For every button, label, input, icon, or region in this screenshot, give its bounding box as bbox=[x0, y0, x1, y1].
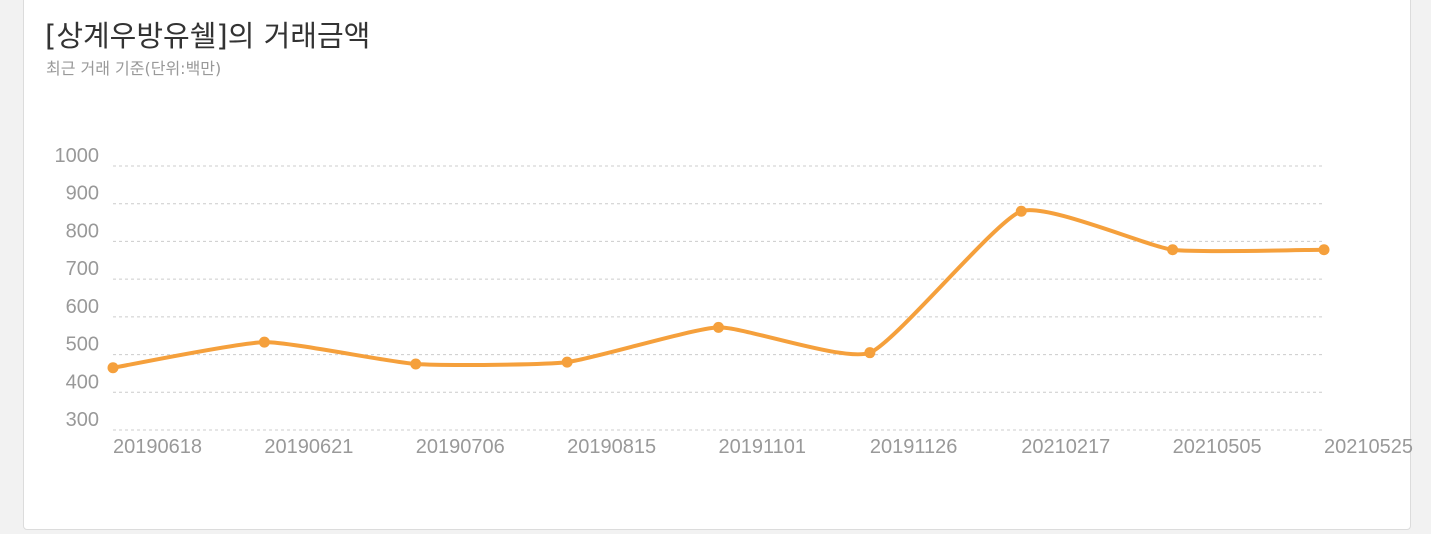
chart-title: [상계우방유쉘]의 거래금액 bbox=[45, 19, 371, 53]
x-tick-label: 20191126 bbox=[870, 436, 958, 458]
data-point-20190706[interactable] bbox=[410, 358, 422, 370]
data-point-20210217[interactable] bbox=[1015, 205, 1027, 217]
x-tick-label: 20191101 bbox=[719, 436, 807, 458]
y-tick-label: 1000 bbox=[55, 145, 100, 167]
data-point-20190618[interactable] bbox=[107, 362, 119, 374]
y-tick-label: 800 bbox=[66, 220, 99, 242]
y-tick-label: 600 bbox=[66, 296, 99, 318]
data-point-20190621[interactable] bbox=[258, 336, 270, 348]
y-tick-label: 500 bbox=[66, 334, 99, 356]
y-axis-ticks: 1000 900 800 700 600 500 400 300 bbox=[55, 145, 100, 431]
series-line bbox=[111, 208, 1326, 370]
x-tick-label: 20210505 bbox=[1173, 436, 1262, 458]
data-point-20190815[interactable] bbox=[561, 356, 573, 368]
chart-subtitle: 최근 거래 기준(단위:백만) bbox=[46, 59, 222, 78]
x-tick-label: 20190815 bbox=[567, 436, 656, 458]
y-tick-label: 400 bbox=[66, 371, 99, 393]
data-point-20191126[interactable] bbox=[864, 347, 876, 359]
y-tick-label: 300 bbox=[66, 409, 99, 431]
x-tick-label: 20190618 bbox=[113, 436, 202, 458]
x-tick-label: 20190706 bbox=[416, 436, 505, 458]
y-tick-label: 700 bbox=[66, 258, 99, 280]
chart-card: [상계우방유쉘]의 거래금액 최근 거래 기준(단위:백만) bbox=[23, 0, 1411, 530]
series-line-layer bbox=[111, 208, 1326, 370]
x-tick-label: 20210217 bbox=[1021, 436, 1110, 458]
x-axis-ticks: 20190618 20190621 20190706 20190815 20191101… bbox=[113, 436, 1413, 458]
data-point-20210505[interactable] bbox=[1167, 244, 1179, 256]
data-point-20210525[interactable] bbox=[1318, 244, 1330, 256]
y-tick-label: 900 bbox=[66, 183, 99, 205]
x-tick-label: 20190621 bbox=[264, 436, 353, 458]
grid-lines bbox=[113, 165, 1324, 431]
data-point-20191101[interactable] bbox=[713, 321, 724, 333]
data-points bbox=[107, 205, 1330, 374]
x-tick-label: 20210525 bbox=[1324, 436, 1413, 458]
